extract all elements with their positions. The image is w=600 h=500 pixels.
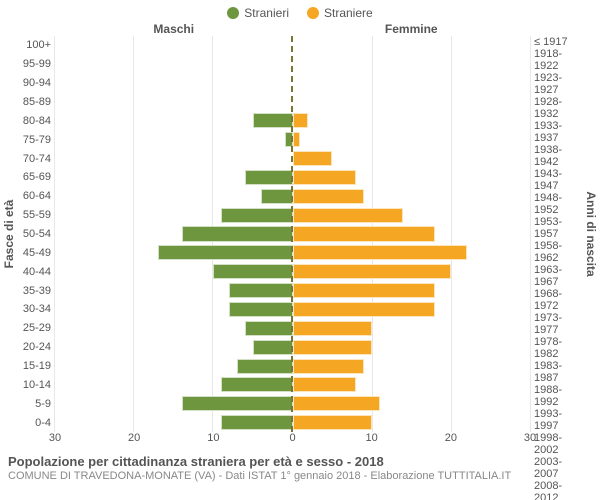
bar-male: [221, 208, 292, 223]
x-tick: 20: [128, 432, 140, 444]
legend-swatch-male: [227, 7, 239, 19]
birth-label: 1938-1942: [534, 144, 582, 168]
legend-item-male: Stranieri: [227, 6, 289, 20]
age-label: 40-44: [18, 262, 51, 281]
bar-female: [293, 151, 333, 166]
bar-female: [293, 132, 301, 147]
bar-male: [182, 226, 293, 241]
age-label: 0-4: [18, 413, 51, 432]
bar-female: [293, 264, 451, 279]
chart-title: Popolazione per cittadinanza straniera p…: [8, 454, 592, 469]
age-label: 25-29: [18, 319, 51, 338]
age-label: 50-54: [18, 225, 51, 244]
x-tick: 10: [207, 432, 219, 444]
age-label: 35-39: [18, 281, 51, 300]
y-axis-title-left: Fasce di età: [2, 200, 16, 269]
bar-female: [293, 377, 356, 392]
bars-left: [55, 36, 293, 432]
legend-label-female: Straniere: [324, 6, 373, 20]
bar-female: [293, 226, 436, 241]
birth-label: 1933-1937: [534, 120, 582, 144]
legend-item-female: Straniere: [307, 6, 373, 20]
bar-male: [237, 359, 292, 374]
age-label: 100+: [18, 36, 51, 55]
birth-label: 1968-1972: [534, 288, 582, 312]
bar-male: [221, 377, 292, 392]
birth-label: 1988-1992: [534, 384, 582, 408]
side-titles: Maschi Femmine: [0, 22, 600, 36]
bar-male: [213, 264, 292, 279]
age-label: 90-94: [18, 74, 51, 93]
bar-female: [293, 245, 467, 260]
age-label: 80-84: [18, 111, 51, 130]
legend-swatch-female: [307, 7, 319, 19]
bar-male: [229, 283, 292, 298]
bar-female: [293, 208, 404, 223]
chart-subtitle: COMUNE DI TRAVEDONA-MONATE (VA) - Dati I…: [8, 470, 592, 482]
bar-male: [221, 415, 292, 430]
bar-male: [261, 189, 293, 204]
x-tick: 0: [289, 432, 295, 444]
bar-male: [229, 302, 292, 317]
y-axis-title-right: Anni di nascita: [584, 191, 598, 276]
bar-female: [293, 321, 372, 336]
bars-area: [55, 36, 530, 432]
bar-male: [158, 245, 293, 260]
birth-label: 1943-1947: [534, 168, 582, 192]
age-label: 45-49: [18, 243, 51, 262]
birth-label: 1958-1962: [534, 240, 582, 264]
bars-right: [293, 36, 531, 432]
x-tick: 10: [366, 432, 378, 444]
legend: Stranieri Straniere: [0, 0, 600, 20]
age-label: 5-9: [18, 394, 51, 413]
birth-label: 2003-2007: [534, 456, 582, 480]
birth-label: 1983-1987: [534, 360, 582, 384]
legend-label-male: Stranieri: [244, 6, 289, 20]
age-label: 65-69: [18, 168, 51, 187]
age-label: 75-79: [18, 130, 51, 149]
footer: Popolazione per cittadinanza straniera p…: [0, 450, 600, 482]
bar-male: [253, 113, 293, 128]
birth-label: ≤ 1917: [534, 36, 582, 48]
birth-label: 1923-1927: [534, 72, 582, 96]
birth-label: 1953-1957: [534, 216, 582, 240]
birth-label: 1993-1997: [534, 408, 582, 432]
birth-label: 1918-1922: [534, 48, 582, 72]
birth-label: 1963-1967: [534, 264, 582, 288]
bar-female: [293, 415, 372, 430]
bar-male: [245, 321, 293, 336]
bar-male: [253, 340, 293, 355]
age-label: 30-34: [18, 300, 51, 319]
age-label: 95-99: [18, 55, 51, 74]
age-label: 15-19: [18, 357, 51, 376]
x-tick: 30: [524, 432, 536, 444]
plot-area: Fasce di età Anni di nascita 100+95-9990…: [0, 36, 600, 432]
bar-female: [293, 283, 436, 298]
bar-male: [182, 396, 293, 411]
bar-female: [293, 113, 309, 128]
bar-female: [293, 396, 380, 411]
bar-male: [245, 170, 293, 185]
birth-label: 1978-1982: [534, 336, 582, 360]
title-left: Maschi: [55, 22, 293, 36]
bar-female: [293, 189, 364, 204]
age-label: 20-24: [18, 338, 51, 357]
birth-label: 2008-2012: [534, 480, 582, 500]
age-label: 60-64: [18, 187, 51, 206]
age-label: 85-89: [18, 93, 51, 112]
age-label: 10-14: [18, 375, 51, 394]
birth-label: 1948-1952: [534, 192, 582, 216]
x-tick: 20: [445, 432, 457, 444]
x-tick: 30: [49, 432, 61, 444]
bar-female: [293, 359, 364, 374]
bar-female: [293, 340, 372, 355]
age-label: 55-59: [18, 206, 51, 225]
birth-label: 1928-1932: [534, 96, 582, 120]
age-label: 70-74: [18, 149, 51, 168]
x-axis: 30 20 10 0 10 20 30: [0, 432, 600, 450]
title-right: Femmine: [293, 22, 531, 36]
bar-female: [293, 302, 436, 317]
birth-label: 1973-1977: [534, 312, 582, 336]
bar-female: [293, 170, 356, 185]
